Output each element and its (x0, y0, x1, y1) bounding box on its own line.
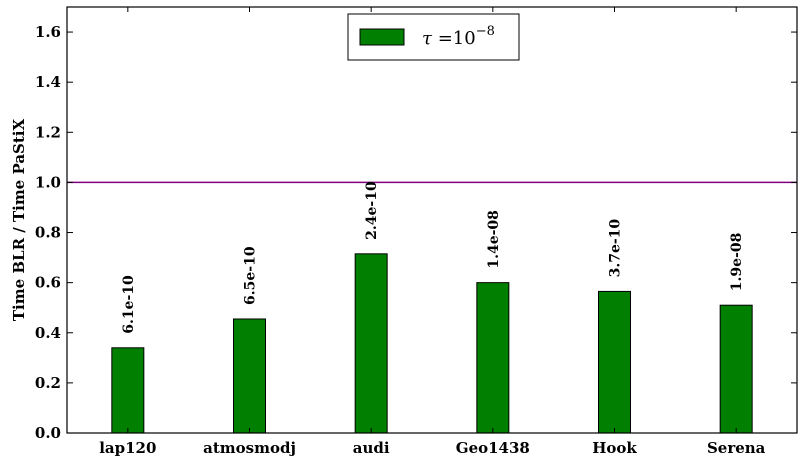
x-tick-label: Geo1438 (456, 439, 530, 457)
bar (719, 304, 753, 434)
x-tick-label: atmosmodj (203, 439, 296, 457)
bar (111, 347, 145, 434)
x-tick-label: lap120 (99, 439, 156, 457)
bar-value-label: 3.7e-10 (608, 219, 624, 278)
x-tick-label: Serena (707, 439, 766, 457)
legend-swatch (359, 28, 405, 46)
y-tick-label: 0.8 (35, 224, 61, 242)
bar (476, 282, 510, 434)
bar-value-label: 6.1e-10 (121, 275, 137, 334)
y-tick-label: 0.2 (35, 374, 61, 392)
bar (354, 253, 388, 434)
plot-frame (66, 6, 798, 434)
legend-label: τ =10−8 (422, 24, 495, 49)
y-tick-label: 1.4 (35, 73, 61, 91)
x-tick-label: Hook (592, 439, 637, 457)
bar-value-label: 1.4e-08 (486, 210, 502, 269)
bar-value-label: 2.4e-10 (364, 181, 380, 240)
bar (233, 318, 266, 434)
x-tick-label: audi (353, 439, 390, 457)
bar-value-label: 6.5e-10 (243, 246, 259, 305)
bar (598, 290, 631, 434)
y-tick-label: 1.2 (35, 123, 61, 141)
plot-area: 6.1e-10 lap120 6.5e-10 atmosmodj 2.4e-10 audi… (35, 6, 798, 457)
y-tick-label: 1.6 (35, 23, 61, 41)
y-tick-label: 1.0 (35, 173, 61, 191)
y-tick-label: 0.0 (35, 424, 61, 442)
y-axis-label: Time BLR / Time PaStiX (10, 118, 28, 321)
bar-value-label: 1.9e-08 (729, 233, 745, 292)
y-tick-label: 0.6 (35, 274, 61, 292)
y-tick-label: 0.4 (35, 324, 61, 342)
